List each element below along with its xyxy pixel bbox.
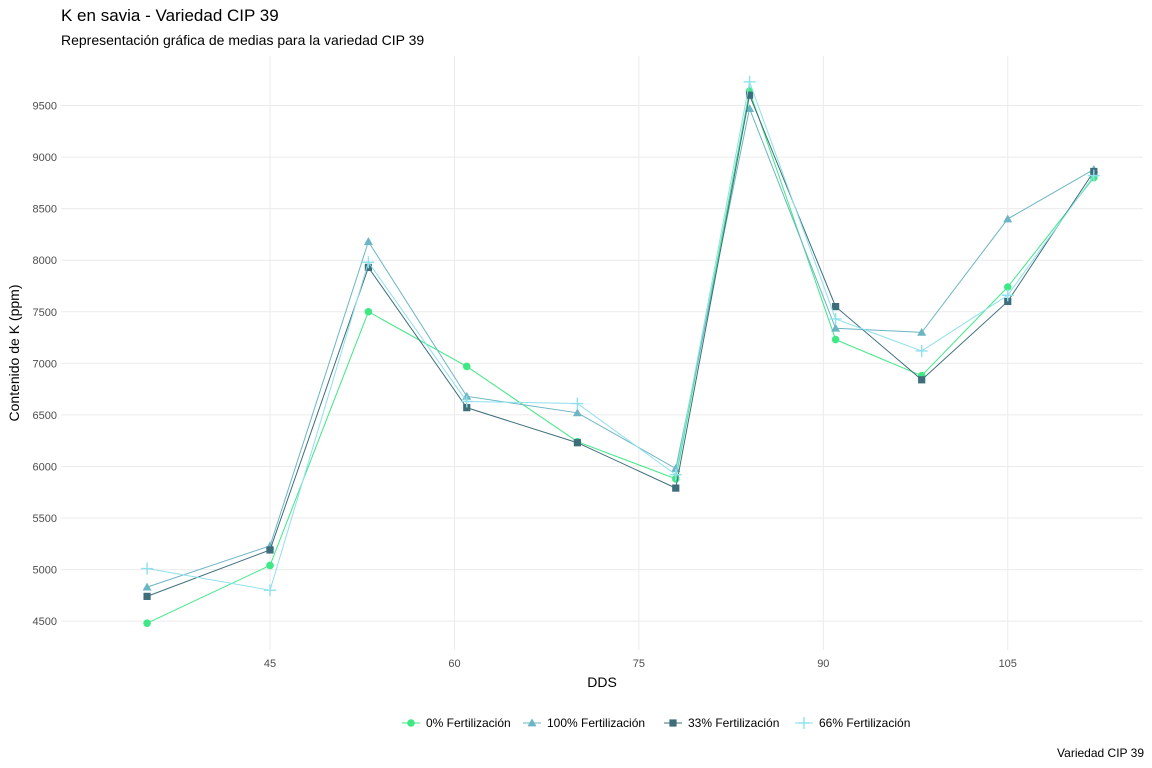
data-point [669, 468, 682, 481]
y-tick-label: 9500 [33, 101, 57, 113]
data-point [266, 546, 274, 554]
legend-key-marker [407, 719, 415, 727]
x-axis-ticks: 45 60 75 90 105 [264, 658, 1017, 670]
data-point [743, 75, 756, 88]
data-point [917, 327, 927, 336]
legend: 0% Fertilización 100% Fertilización 33% Fe… [402, 716, 910, 730]
data-point [1003, 214, 1013, 223]
data-point [831, 335, 840, 344]
y-tick-label: 8000 [33, 255, 57, 267]
data-point [573, 439, 582, 447]
legend-item: 100% Fertilización [523, 716, 645, 730]
y-axis-ticks: 4500 5000 5500 6000 6500 7000 7500 8000 8500 9000… [33, 101, 57, 629]
data-point [918, 376, 926, 384]
chart-title: K en savia - Variedad CIP 39 [61, 6, 279, 25]
legend-item: 33% Fertilización [664, 716, 779, 730]
data-point [572, 408, 582, 417]
legend-label: 33% Fertilización [688, 716, 779, 730]
data-point [1001, 289, 1014, 302]
data-point [143, 592, 151, 600]
y-tick-label: 5000 [33, 565, 57, 577]
data-point [266, 561, 274, 570]
series-3 [141, 75, 1100, 597]
legend-label: 66% Fertilización [819, 716, 910, 730]
data-point [362, 256, 375, 269]
data-point [832, 302, 840, 311]
series-line [146, 89, 1095, 624]
data-point [1003, 283, 1012, 291]
y-tick-label: 6500 [33, 410, 57, 422]
data-point [571, 397, 584, 410]
series-group [141, 75, 1100, 627]
data-point [831, 323, 841, 332]
data-point [141, 562, 154, 575]
series-line [146, 93, 1095, 597]
y-axis-title: Contenido de K (ppm) [6, 285, 22, 422]
legend-key-marker [669, 719, 677, 727]
x-tick-label: 90 [817, 658, 829, 670]
data-point [363, 237, 373, 245]
data-point [745, 91, 754, 99]
data-point [143, 619, 151, 627]
data-point [364, 307, 373, 316]
data-point [745, 104, 755, 112]
data-point [1004, 297, 1012, 306]
y-tick-label: 6000 [33, 461, 57, 473]
legend-key-marker [798, 717, 810, 729]
data-point [829, 312, 842, 325]
series-0 [143, 87, 1098, 627]
x-tick-label: 60 [448, 658, 460, 670]
x-tick-label: 45 [264, 658, 276, 670]
data-point [460, 395, 473, 408]
data-point [915, 344, 928, 357]
y-tick-label: 7000 [33, 358, 57, 370]
y-tick-label: 4500 [33, 616, 57, 628]
legend-item: 0% Fertilización [402, 716, 511, 730]
data-point [1087, 169, 1100, 182]
y-tick-label: 7500 [33, 307, 57, 319]
legend-label: 0% Fertilización [426, 716, 511, 730]
legend-item: 66% Fertilización [795, 716, 910, 730]
data-point [462, 362, 471, 371]
data-point [264, 584, 277, 597]
chart-caption: Variedad CIP 39 [1057, 746, 1144, 760]
data-point [463, 404, 471, 412]
legend-key-marker [527, 718, 537, 727]
legend-label: 100% Fertilización [547, 716, 645, 730]
series-line [146, 79, 1095, 591]
x-tick-label: 105 [999, 658, 1017, 670]
chart-subtitle: Representación gráfica de medias para la… [61, 32, 425, 48]
y-tick-label: 5500 [33, 513, 57, 525]
data-point [142, 582, 152, 591]
data-point [671, 464, 681, 472]
x-axis-title: DDS [587, 674, 617, 690]
x-tick-label: 75 [633, 658, 645, 670]
grid-lines [61, 56, 1143, 650]
y-tick-label: 8500 [33, 204, 57, 216]
y-tick-label: 9000 [33, 152, 57, 164]
data-point [672, 484, 680, 492]
